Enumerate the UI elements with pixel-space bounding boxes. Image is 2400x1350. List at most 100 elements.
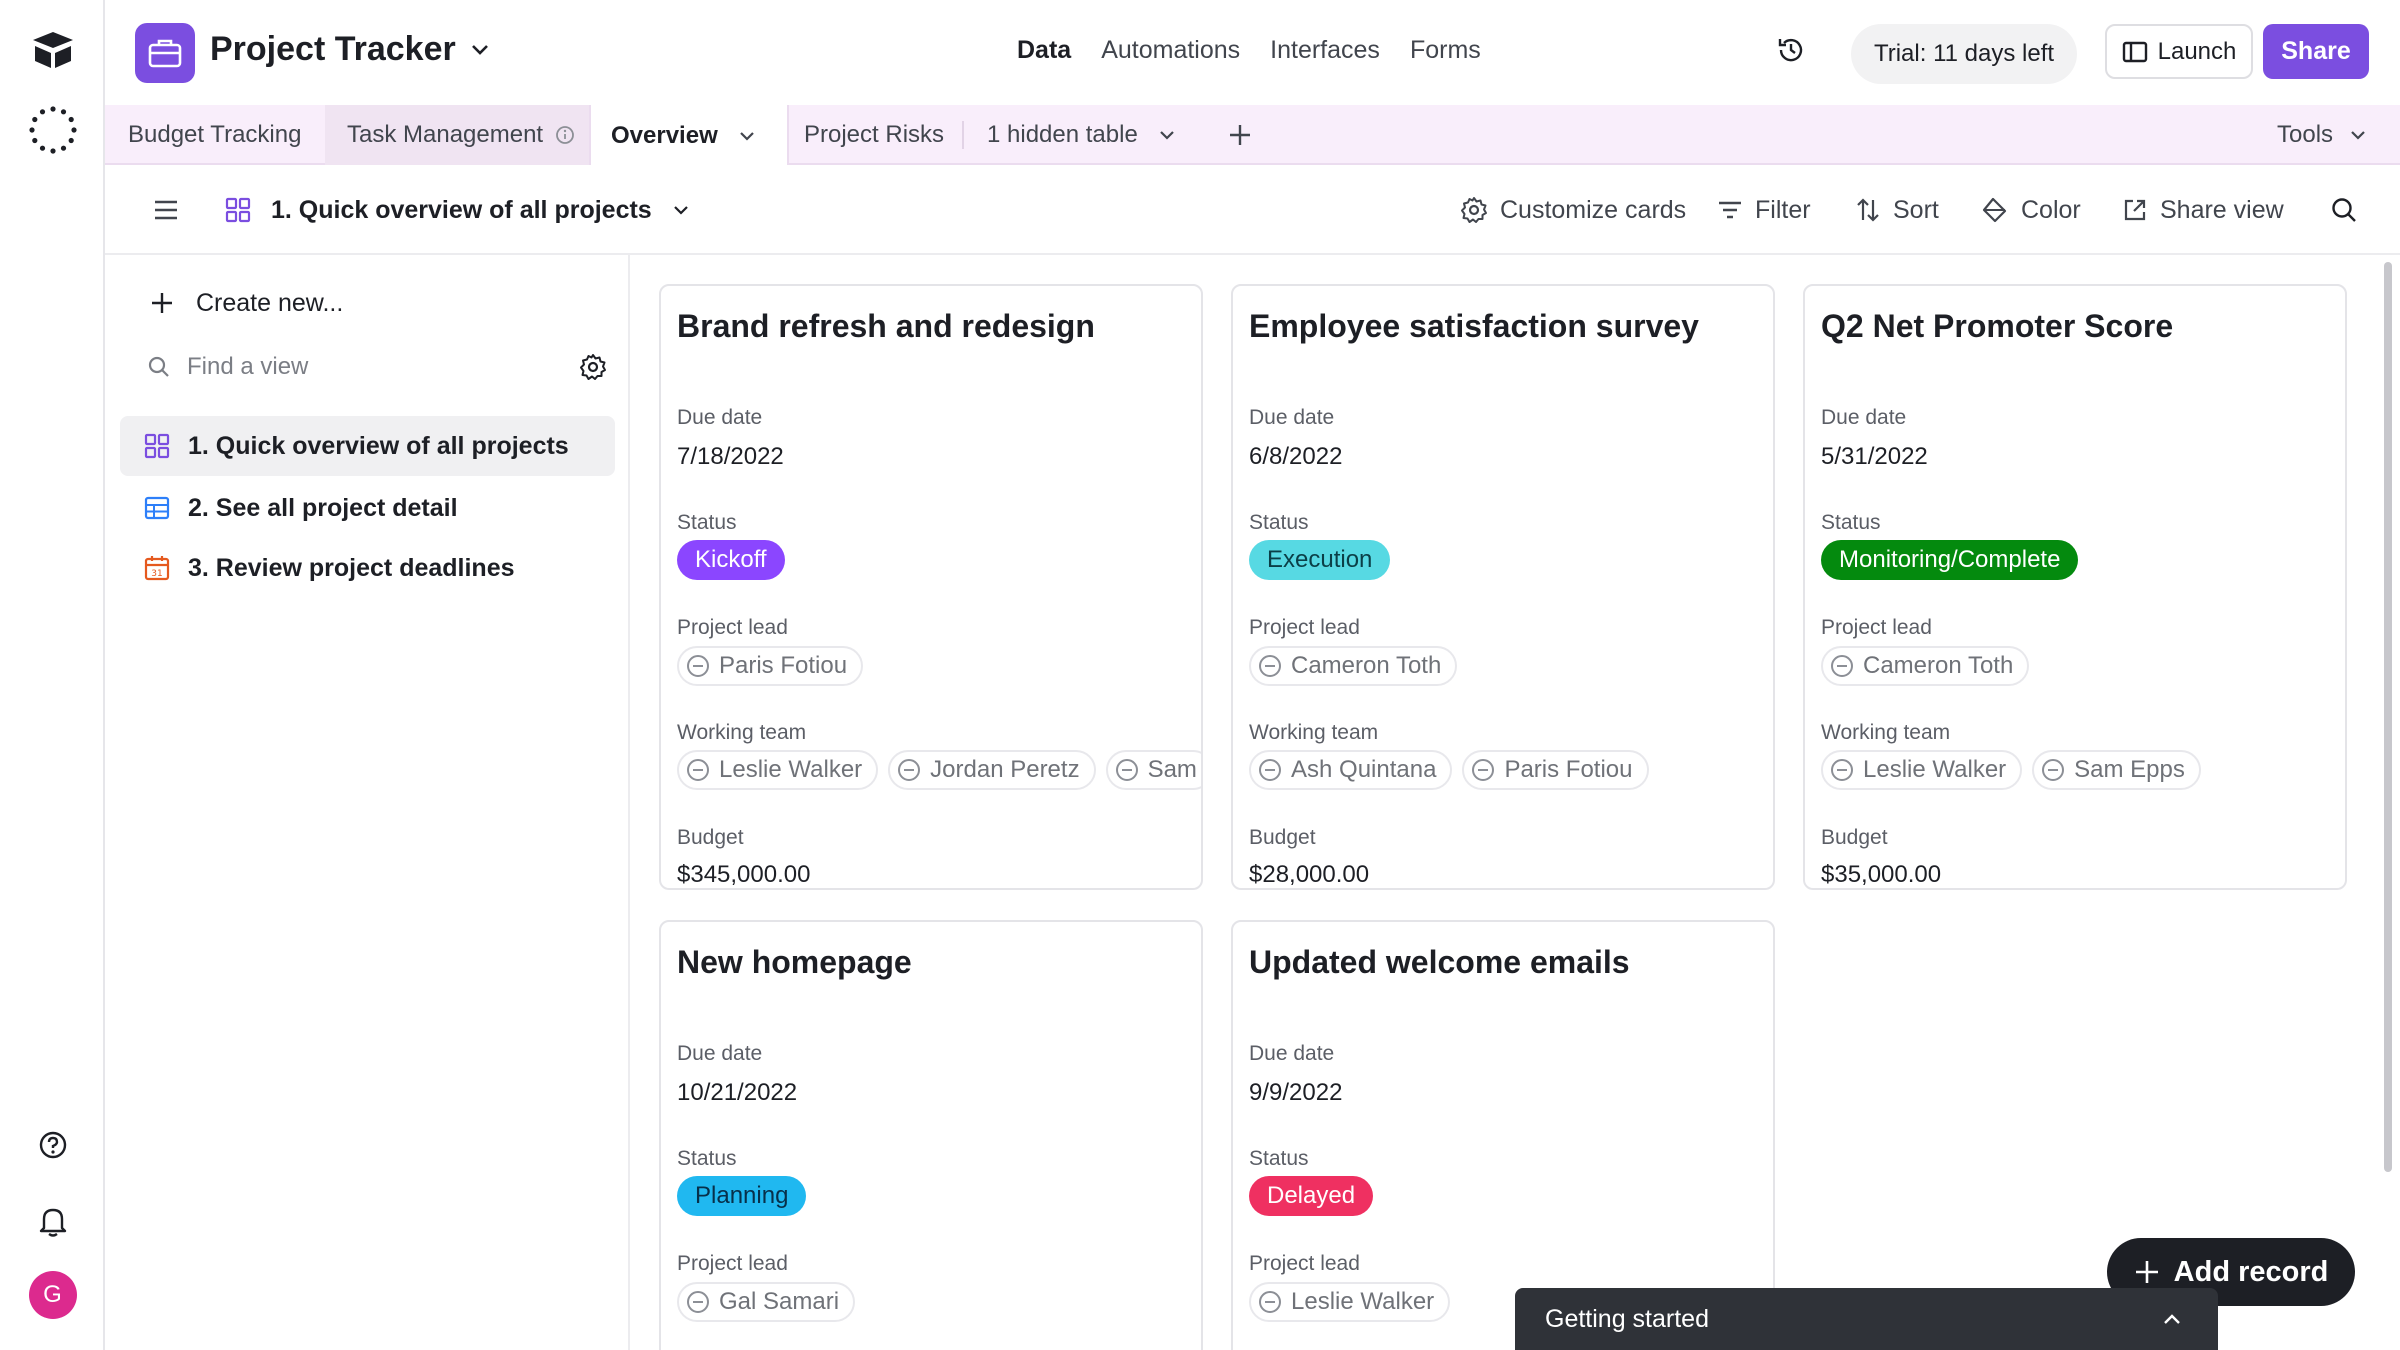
project-lead-label: Project lead [677, 616, 788, 639]
sidebar-view-label: 2. See all project detail [188, 493, 458, 522]
record-card[interactable]: Employee satisfaction survey Due date 6/… [1231, 284, 1775, 890]
share-view-button[interactable]: Share view [2122, 165, 2284, 255]
due-date-label: Due date [1249, 1042, 1335, 1065]
due-date-label: Due date [1249, 406, 1335, 429]
create-new-label: Create new... [196, 288, 344, 317]
record-card[interactable]: New homepage Due date 10/21/2022 Status … [659, 920, 1203, 1350]
omni-spinner-icon[interactable] [0, 105, 105, 155]
customize-cards-button[interactable]: Customize cards [1460, 165, 1686, 255]
nav-automations[interactable]: Automations [1101, 36, 1241, 64]
hidden-tables-menu[interactable]: 1 hidden table [987, 105, 1227, 165]
calendar-view-icon: 31 [144, 556, 170, 581]
person-chip: Leslie Walker [677, 750, 879, 790]
color-button[interactable]: Color [1981, 165, 2081, 255]
color-label: Color [2021, 195, 2081, 224]
view-bar: 1. Quick overview of all projects Custom… [105, 165, 2400, 255]
chevron-up-icon[interactable] [2162, 1312, 2182, 1326]
working-team-row: Leslie Walker Sam Epps [1821, 750, 2201, 790]
filter-button[interactable]: Filter [1717, 165, 1811, 255]
tab-project-risks[interactable]: Project Risks [804, 105, 1054, 165]
chevron-down-icon [1160, 131, 1174, 140]
card-title: Q2 Net Promoter Score [1821, 308, 2174, 344]
person-chip: Sam [1105, 750, 1201, 790]
gallery-scrollbar[interactable] [2384, 262, 2392, 1172]
person-chip: Sam Epps [2032, 750, 2201, 790]
due-date-value: 5/31/2022 [1821, 443, 1928, 470]
status-label: Status [1249, 1147, 1309, 1170]
hidden-tables-label: 1 hidden table [987, 121, 1138, 148]
launch-label: Launch [2157, 37, 2237, 65]
base-briefcase-icon[interactable] [135, 23, 195, 83]
tab-budget-tracking[interactable]: Budget Tracking [105, 105, 325, 165]
left-rail: G [0, 0, 105, 1350]
help-icon[interactable] [0, 1130, 105, 1160]
status-label: Status [677, 511, 737, 534]
project-lead-row: Gal Samari [677, 1282, 856, 1322]
person-chip: Cameron Toth [1821, 646, 2030, 686]
sort-button[interactable]: Sort [1855, 165, 1939, 255]
record-card[interactable]: Q2 Net Promoter Score Due date 5/31/2022… [1803, 284, 2347, 890]
person-name: Sam [1147, 756, 1197, 783]
base-title-menu[interactable]: Project Tracker [210, 30, 490, 69]
status-pill: Execution [1249, 540, 1391, 580]
person-chip: Leslie Walker [1821, 750, 2023, 790]
svg-text:31: 31 [151, 569, 162, 579]
card-title: Brand refresh and redesign [677, 308, 1095, 344]
home-logo-icon[interactable] [0, 30, 105, 70]
nav-data[interactable]: Data [1017, 36, 1072, 64]
notifications-bell-icon[interactable] [0, 1205, 105, 1237]
record-card[interactable]: Updated welcome emails Due date 9/9/2022… [1231, 920, 1775, 1350]
gear-icon[interactable] [579, 353, 607, 381]
launch-icon [2122, 41, 2147, 62]
current-view-name: 1. Quick overview of all projects [271, 195, 652, 224]
working-team-label: Working team [677, 721, 807, 744]
find-view-field[interactable]: Find a view [147, 353, 607, 381]
find-view-placeholder: Find a view [187, 353, 309, 380]
person-chip: Jordan Peretz [888, 750, 1096, 790]
search-icon [148, 356, 169, 377]
nav-forms[interactable]: Forms [1409, 36, 1481, 64]
launch-button[interactable]: Launch [2105, 24, 2253, 79]
working-team-row: Ash Quintana Paris Fotiou [1249, 750, 1649, 790]
status-pill: Delayed [1249, 1176, 1374, 1216]
paint-bucket-icon [1982, 197, 2007, 223]
sidebar-view-quick-overview[interactable]: 1. Quick overview of all projects [120, 416, 615, 476]
user-avatar[interactable]: G [0, 1271, 105, 1319]
hamburger-menu-icon[interactable] [152, 165, 180, 255]
trial-badge[interactable]: Trial: 11 days left [1851, 24, 2077, 84]
chevron-down-icon [471, 44, 488, 55]
person-chip: Ash Quintana [1249, 750, 1453, 790]
share-view-icon [2124, 199, 2146, 221]
person-icon [1831, 759, 1853, 781]
person-icon [687, 1291, 709, 1313]
tab-label: Task Management [347, 121, 544, 148]
view-switcher[interactable]: 1. Quick overview of all projects [225, 165, 690, 255]
record-card[interactable]: Brand refresh and redesign Due date 7/18… [659, 284, 1203, 890]
share-button[interactable]: Share [2263, 24, 2369, 79]
create-new-view-button[interactable]: Create new... [120, 273, 615, 333]
sidebar-view-deadlines[interactable]: 31 3. Review project deadlines [120, 538, 615, 598]
person-icon [687, 655, 709, 677]
budget-value: $35,000.00 [1821, 861, 1942, 888]
person-name: Ash Quintana [1291, 756, 1437, 783]
tab-task-management[interactable]: Task Management [325, 105, 589, 165]
sidebar-view-project-detail[interactable]: 2. See all project detail [120, 478, 615, 538]
person-name: Jordan Peretz [930, 756, 1080, 783]
history-icon[interactable] [1775, 34, 1807, 71]
tab-overview[interactable]: Overview [589, 105, 789, 167]
nav-interfaces[interactable]: Interfaces [1270, 36, 1380, 64]
project-lead-label: Project lead [1821, 616, 1932, 639]
getting-started-panel[interactable]: Getting started [1515, 1288, 2218, 1350]
status-label: Status [677, 1147, 737, 1170]
tools-menu[interactable]: Tools [2277, 105, 2387, 165]
add-table-plus-icon[interactable] [1227, 105, 1269, 165]
person-name: Cameron Toth [1291, 652, 1442, 679]
status-pill: Kickoff [677, 540, 785, 580]
due-date-value: 10/21/2022 [677, 1079, 798, 1106]
gallery-view: Brand refresh and redesign Due date 7/18… [630, 255, 2400, 1350]
add-record-label: Add record [2173, 1255, 2329, 1288]
person-chip: Paris Fotiou [1462, 750, 1649, 790]
search-icon[interactable] [2330, 165, 2358, 255]
person-chip: Paris Fotiou [677, 646, 864, 686]
